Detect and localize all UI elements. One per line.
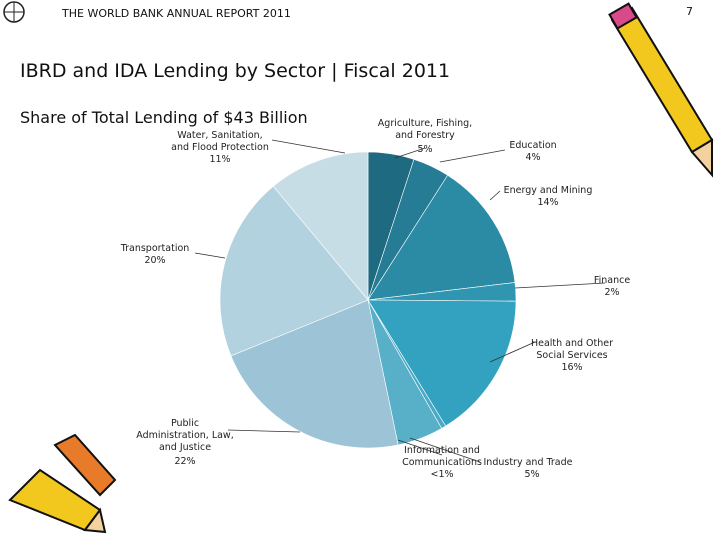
value-label: 20% — [144, 255, 166, 266]
pie-slice — [219, 185, 369, 357]
pie-slice — [367, 299, 517, 427]
value-label: 11% — [209, 154, 231, 165]
logo — [3, 1, 25, 23]
value-label: 22% — [174, 456, 196, 467]
slice-label: Information and Communications — [402, 445, 482, 468]
pie-slice — [367, 174, 516, 301]
report-header: THE WORLD BANK ANNUAL REPORT 2011 — [62, 7, 291, 20]
value-label: 5% — [417, 144, 433, 155]
value-label: 2% — [604, 287, 620, 298]
value-label: 5% — [524, 469, 540, 480]
value-label: 16% — [561, 362, 583, 373]
slice-label: Energy and Mining — [503, 185, 593, 196]
page-number: 7 — [686, 5, 693, 18]
pie-slice — [230, 299, 399, 449]
chart-subtitle: Share of Total Lending of $43 Billion — [20, 108, 308, 127]
slice-label: Water, Sanitation, and Flood Protection — [171, 130, 269, 153]
pie-slice — [272, 151, 369, 301]
slice-label: Finance — [593, 275, 631, 286]
slice-label: Health and Other Social Services — [530, 338, 614, 361]
slice-label: Industry and Trade — [483, 457, 573, 468]
leader-lines — [194, 139, 606, 463]
pencil-decoration — [8, 2, 714, 534]
chart-title: IBRD and IDA Lending by Sector | Fiscal … — [20, 60, 451, 82]
slice-label: Agriculture, Fishing, and Forestry — [377, 118, 473, 141]
value-label: 14% — [537, 197, 559, 208]
slice-label: Public Administration, Law, and Justice — [136, 418, 234, 453]
slice-label: Transportation — [120, 243, 190, 254]
value-label: <1% — [430, 469, 454, 480]
value-label: 4% — [525, 152, 541, 163]
slice-label: Education — [509, 140, 557, 151]
